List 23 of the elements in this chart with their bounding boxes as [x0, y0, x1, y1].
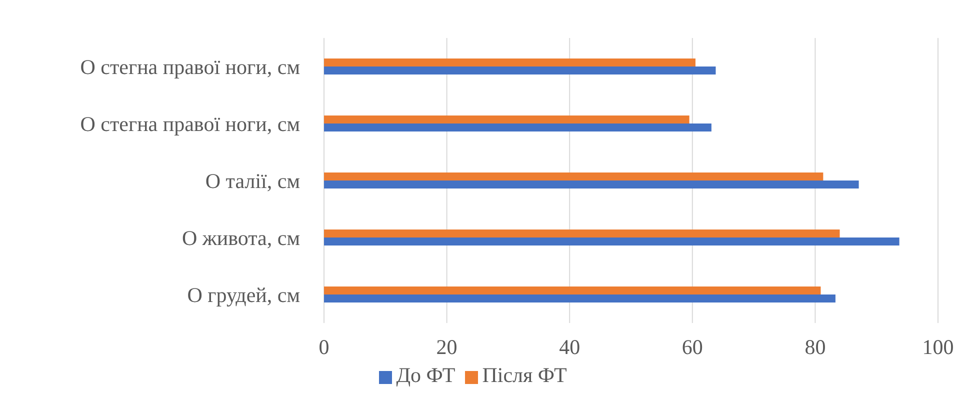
x-tick-label: 100 [922, 334, 954, 359]
bar [324, 180, 859, 189]
bar [324, 172, 824, 181]
bar [324, 238, 900, 246]
bar [324, 286, 821, 295]
y-tick-label: О стегна правої ноги, см [80, 54, 300, 79]
y-tick-label: О живота, см [182, 226, 300, 250]
legend-label: До ФТ [396, 363, 456, 387]
bar [324, 116, 690, 124]
bar [324, 66, 716, 75]
legend-label: Після ФТ [482, 363, 567, 387]
y-tick-label: О талії, см [205, 168, 300, 193]
bar [324, 58, 696, 67]
bar [324, 230, 840, 238]
x-tick-label: 40 [559, 334, 580, 359]
bar [324, 294, 836, 303]
x-tick-label: 60 [682, 334, 703, 359]
x-tick-label: 20 [436, 334, 458, 359]
x-tick-label: 80 [804, 334, 826, 359]
bar [324, 124, 712, 132]
y-tick-label: О грудей, см [187, 282, 300, 307]
x-tick-label: 0 [318, 334, 330, 359]
y-tick-label: О стегна правої ноги, см [80, 112, 300, 136]
